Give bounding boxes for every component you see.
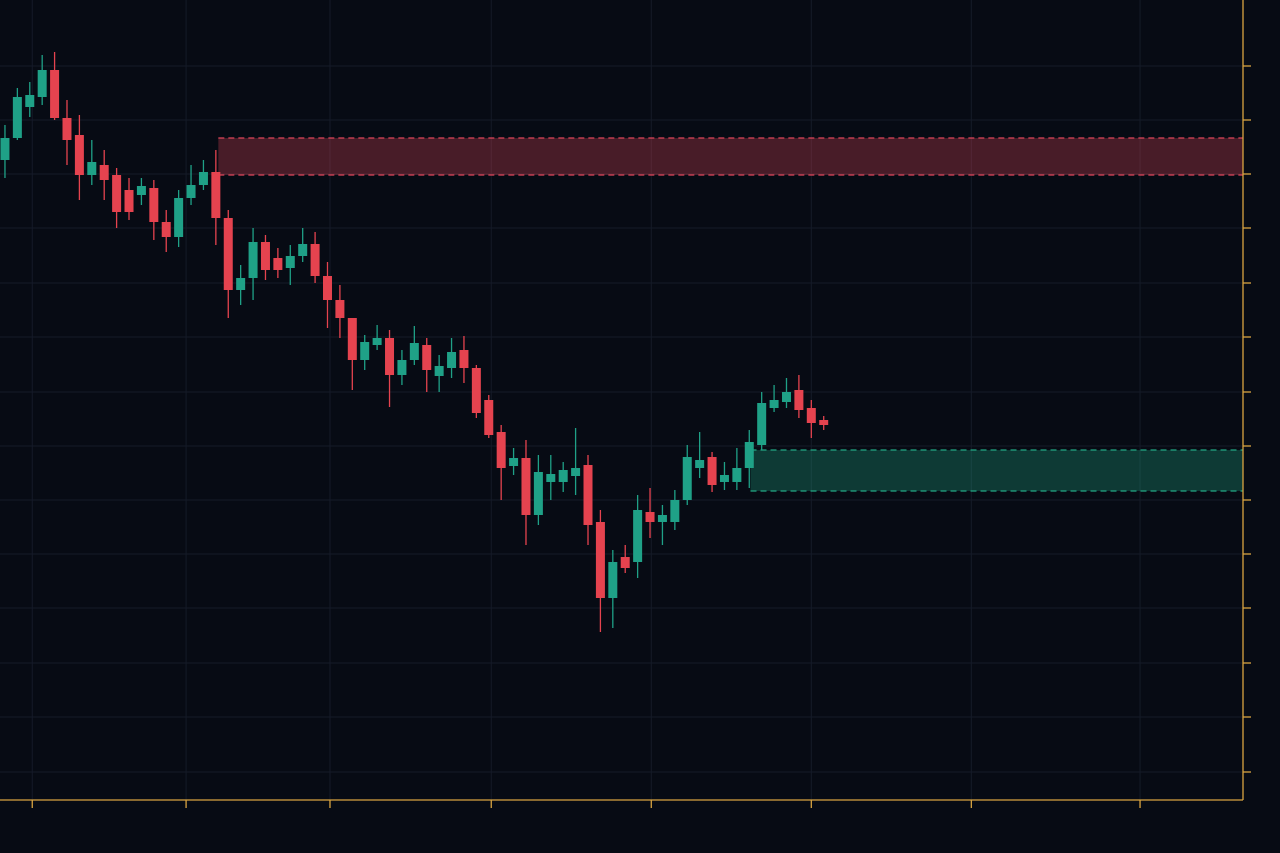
candle-body <box>112 175 122 212</box>
candle-body <box>546 474 556 482</box>
candle-body <box>322 276 332 300</box>
candle-body <box>620 557 630 568</box>
candle-body <box>794 390 804 410</box>
candle-body <box>744 442 754 468</box>
candle-body <box>285 256 295 268</box>
candle-body <box>608 562 618 598</box>
candle-body <box>260 242 270 270</box>
candle-body <box>558 470 568 482</box>
candle-body <box>12 97 22 138</box>
candle-body <box>509 458 519 466</box>
candle-body <box>74 135 84 175</box>
candle-body <box>335 300 345 318</box>
candle-body <box>25 95 35 107</box>
candle-body <box>459 350 469 368</box>
candle-body <box>471 368 481 413</box>
candle-body <box>732 468 742 482</box>
candle-body <box>682 457 692 500</box>
candle-body <box>484 400 494 435</box>
candle-body <box>124 190 134 212</box>
candle-body <box>571 468 581 476</box>
candle-body <box>37 70 47 97</box>
candle-body <box>719 475 729 482</box>
candle-body <box>310 244 320 276</box>
candle-body <box>273 258 283 270</box>
candle-body <box>50 70 60 118</box>
candle-body <box>757 403 767 445</box>
candle-body <box>409 343 419 360</box>
candle-body <box>0 138 10 160</box>
candle-body <box>360 342 370 360</box>
candle-body <box>149 188 159 222</box>
candle-body <box>198 172 208 185</box>
candle-body <box>236 278 246 290</box>
candle-body <box>583 465 593 525</box>
candle-body <box>397 360 407 375</box>
candle-body <box>521 458 531 515</box>
candle-body <box>447 352 457 368</box>
candle-body <box>87 162 97 175</box>
candle-body <box>707 457 717 485</box>
zone <box>218 138 1244 175</box>
candle-body <box>422 345 432 370</box>
candle-body <box>633 510 643 562</box>
candle-body <box>819 420 829 425</box>
candle-body <box>298 244 308 256</box>
candle-body <box>806 408 816 423</box>
candle-body <box>670 500 680 522</box>
candle-body <box>248 242 258 278</box>
candle-body <box>769 400 779 408</box>
candle-body <box>347 318 357 360</box>
candle-body <box>211 172 221 218</box>
candle-body <box>223 218 233 290</box>
zone <box>750 450 1243 491</box>
candle-body <box>174 198 184 237</box>
candle-body <box>372 338 382 345</box>
candle-body <box>781 392 791 402</box>
candle-body <box>136 186 146 195</box>
candle-body <box>533 472 543 515</box>
candle-body <box>695 460 705 468</box>
candle-body <box>595 522 605 598</box>
candle-body <box>99 165 109 180</box>
candle-body <box>657 515 667 522</box>
candle-body <box>186 185 196 198</box>
candle-body <box>645 512 655 522</box>
candle-body <box>385 338 395 375</box>
candle-body <box>161 222 171 237</box>
candle-body <box>496 432 506 468</box>
candle-body <box>62 118 72 140</box>
candle-body <box>434 366 444 376</box>
